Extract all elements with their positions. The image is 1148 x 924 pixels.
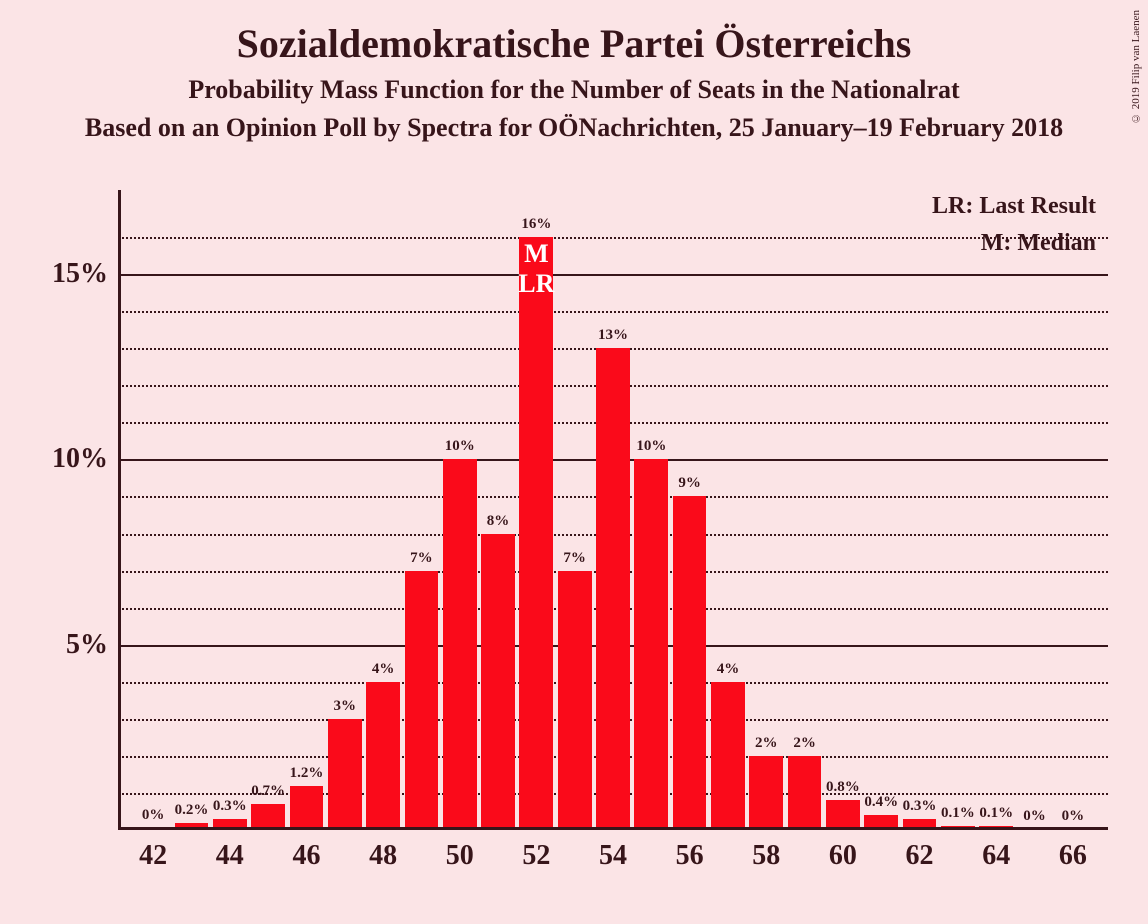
y-axis-line bbox=[118, 190, 121, 830]
bar bbox=[826, 800, 860, 830]
x-tick-label: 46 bbox=[292, 840, 320, 872]
bar-value-label: 4% bbox=[372, 661, 395, 678]
bar-value-label: 0.4% bbox=[864, 794, 898, 811]
bar-value-label: 9% bbox=[678, 475, 701, 492]
y-tick-label: 10% bbox=[52, 443, 108, 475]
bar bbox=[634, 459, 668, 830]
bar bbox=[405, 571, 439, 830]
bar-value-label: 0% bbox=[1062, 808, 1085, 825]
bar-value-label: 8% bbox=[487, 513, 510, 530]
bar-value-label: 0.3% bbox=[903, 798, 937, 815]
bar bbox=[711, 682, 745, 830]
chart-container: © 2019 Filip van Laenen Sozialdemokratis… bbox=[0, 0, 1148, 924]
bar bbox=[290, 786, 324, 830]
x-tick-label: 48 bbox=[369, 840, 397, 872]
bar-value-label: 10% bbox=[636, 438, 666, 455]
bar bbox=[443, 459, 477, 830]
bar-value-label: 0% bbox=[1023, 808, 1046, 825]
bar-value-label: 0.1% bbox=[941, 805, 975, 822]
chart-subtitle: Probability Mass Function for the Number… bbox=[30, 75, 1118, 105]
bar bbox=[558, 571, 592, 830]
x-tick-label: 42 bbox=[139, 840, 167, 872]
bar bbox=[519, 237, 553, 830]
bar bbox=[366, 682, 400, 830]
bar bbox=[788, 756, 822, 830]
x-tick-label: 50 bbox=[446, 840, 474, 872]
x-tick-label: 56 bbox=[676, 840, 704, 872]
median-marker: M bbox=[524, 239, 549, 269]
bar-value-label: 2% bbox=[755, 735, 778, 752]
bar-value-label: 10% bbox=[445, 438, 475, 455]
x-tick-label: 58 bbox=[752, 840, 780, 872]
chart-title: Sozialdemokratische Partei Österreichs bbox=[30, 20, 1118, 67]
y-tick-label: 5% bbox=[66, 629, 108, 661]
bar-value-label: 13% bbox=[598, 327, 628, 344]
bar-value-label: 1.2% bbox=[290, 765, 324, 782]
x-tick-label: 64 bbox=[982, 840, 1010, 872]
bar-value-label: 16% bbox=[521, 216, 551, 233]
bar-value-label: 0.8% bbox=[826, 779, 860, 796]
x-tick-label: 66 bbox=[1059, 840, 1087, 872]
bar bbox=[673, 496, 707, 830]
bar bbox=[328, 719, 362, 830]
bars-group: 0%0.2%0.3%0.7%1.2%3%4%7%10%8%16%7%13%10%… bbox=[118, 200, 1108, 830]
x-tick-label: 62 bbox=[906, 840, 934, 872]
last-result-marker: LR bbox=[518, 269, 554, 299]
copyright-text: © 2019 Filip van Laenen bbox=[1130, 10, 1142, 124]
bar-value-label: 0.3% bbox=[213, 798, 247, 815]
x-tick-label: 54 bbox=[599, 840, 627, 872]
bar bbox=[596, 348, 630, 830]
y-tick-label: 15% bbox=[52, 258, 108, 290]
bar-value-label: 0.1% bbox=[979, 805, 1013, 822]
bar-value-label: 7% bbox=[410, 550, 433, 567]
bar-value-label: 0.2% bbox=[175, 802, 209, 819]
bar-value-label: 0% bbox=[142, 807, 165, 824]
x-tick-label: 44 bbox=[216, 840, 244, 872]
bar-value-label: 0.7% bbox=[251, 783, 285, 800]
bar-value-label: 2% bbox=[793, 735, 816, 752]
title-block: Sozialdemokratische Partei Österreichs P… bbox=[30, 20, 1118, 143]
bar bbox=[481, 534, 515, 830]
x-tick-label: 60 bbox=[829, 840, 857, 872]
x-axis-line bbox=[118, 827, 1108, 830]
bar-value-label: 4% bbox=[717, 661, 740, 678]
x-tick-label: 52 bbox=[522, 840, 550, 872]
bar-value-label: 3% bbox=[334, 698, 357, 715]
chart-source: Based on an Opinion Poll by Spectra for … bbox=[30, 113, 1118, 143]
bar-value-label: 7% bbox=[563, 550, 586, 567]
plot-area: LR: Last Result M: Median 5%10%15% 42444… bbox=[118, 200, 1108, 830]
bar bbox=[749, 756, 783, 830]
